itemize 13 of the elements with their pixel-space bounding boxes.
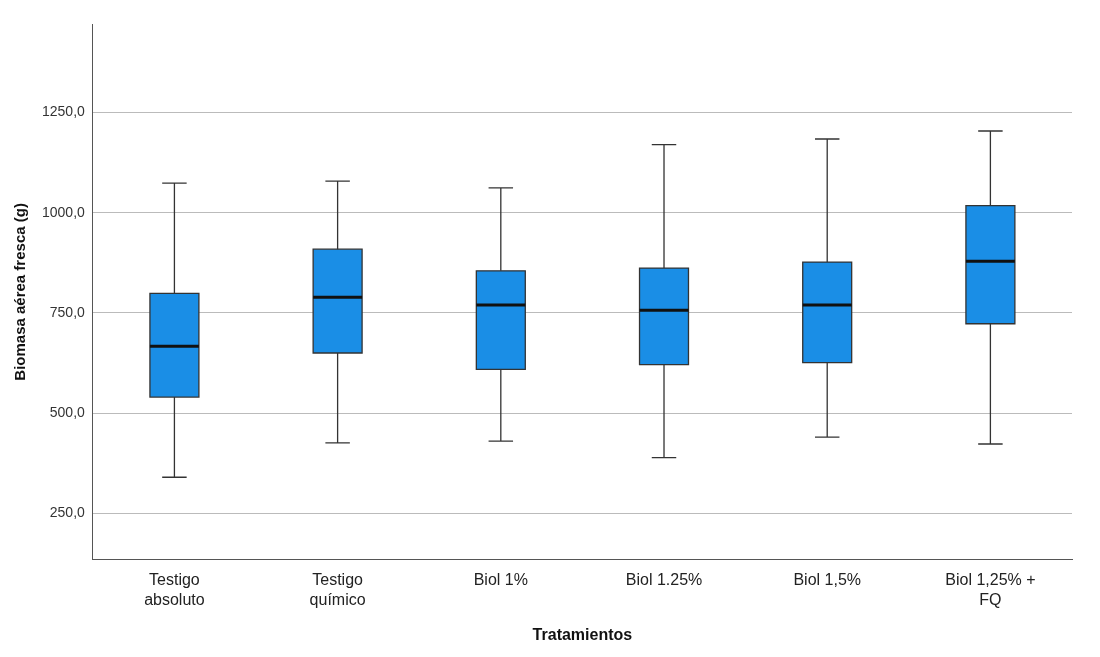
x-tick-label: Biol 1,25% + FQ [945, 571, 1036, 608]
x-axis-title: Tratamientos [532, 625, 633, 643]
y-tick-label: 250,0 [49, 504, 86, 521]
x-tick-label: Testigo absoluto [144, 571, 205, 608]
y-tick-label: 1000,0 [41, 203, 86, 220]
x-tick-label: Testigo químico [309, 571, 366, 608]
y-tick-label: 1250,0 [41, 103, 86, 120]
x-tick-label: Biol 1,5% [793, 571, 861, 589]
y-tick-label: 750,0 [49, 303, 86, 320]
x-tick-label: Biol 1% [473, 571, 528, 589]
y-tick-label: 500,0 [49, 403, 86, 420]
y-axis-title: Biomasa aérea fresca (g) [11, 203, 29, 381]
x-tick-label: Biol 1.25% [625, 571, 703, 589]
